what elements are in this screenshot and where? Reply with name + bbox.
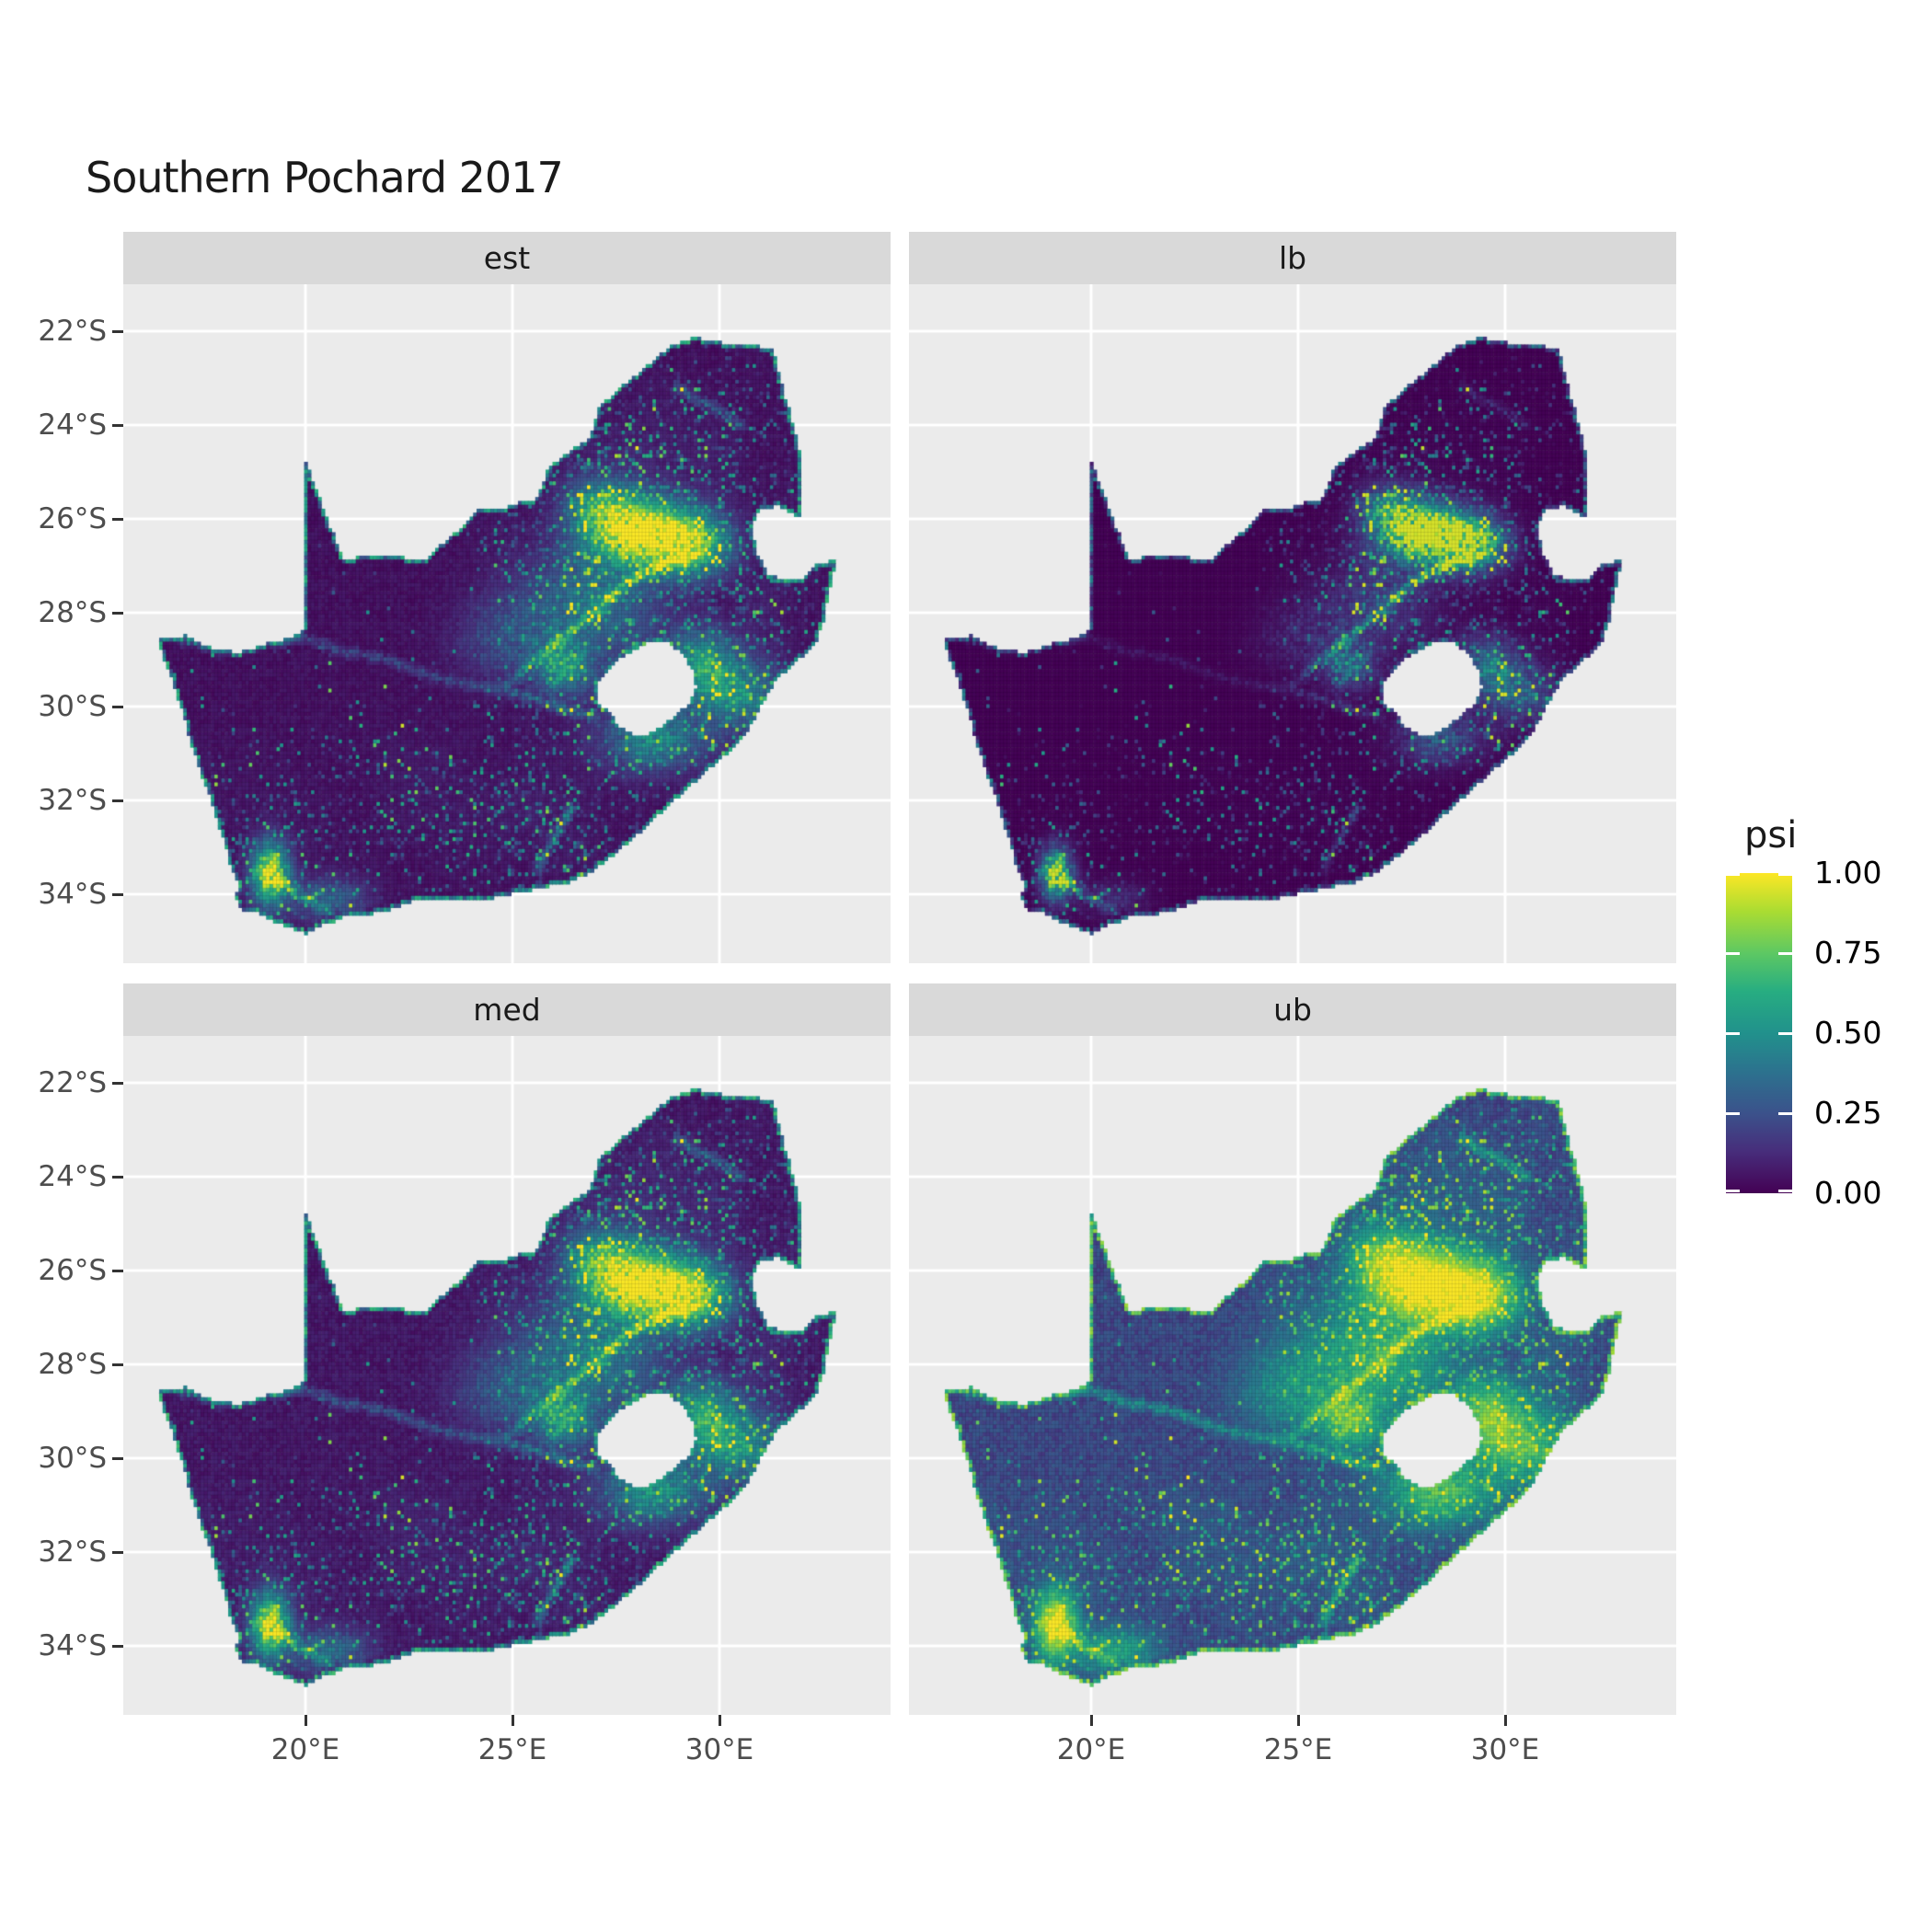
legend-tick-mark	[1778, 1111, 1792, 1115]
y-axis-tick-mark	[112, 1269, 123, 1272]
legend-tick-mark	[1726, 951, 1740, 955]
x-axis-tick-mark	[304, 1715, 307, 1726]
y-axis-tick-label: 34°S	[38, 1629, 107, 1662]
legend-tick-mark	[1778, 1189, 1792, 1192]
y-axis-tick-mark	[112, 1644, 123, 1648]
x-axis-tick-mark	[1089, 1715, 1093, 1726]
map-canvas-lb	[909, 284, 1676, 963]
y-axis-tick-label: 34°S	[38, 878, 107, 911]
x-axis-tick-label: 30°E	[684, 1733, 754, 1766]
legend-tick-label: 0.75	[1814, 935, 1882, 971]
legend-tick-mark	[1726, 1031, 1740, 1035]
facet-strip-label-est: est	[483, 240, 531, 276]
x-axis-tick-mark	[718, 1715, 721, 1726]
legend-tick-mark	[1726, 872, 1740, 876]
y-axis-tick-label: 30°S	[38, 1442, 107, 1475]
legend-title: psi	[1744, 814, 1798, 857]
y-axis-tick-label: 26°S	[38, 1254, 107, 1287]
x-axis-tick-label: 20°E	[270, 1733, 340, 1766]
map-canvas-med	[123, 1036, 891, 1715]
y-axis-tick-mark	[112, 517, 123, 521]
legend-tick-mark	[1726, 1111, 1740, 1115]
x-axis-tick-mark	[511, 1715, 514, 1726]
y-axis-tick-label: 32°S	[38, 1535, 107, 1569]
legend-tick-label: 0.00	[1814, 1175, 1882, 1211]
legend-tick-mark	[1778, 872, 1792, 876]
x-axis-tick-label: 25°E	[1263, 1733, 1333, 1766]
facet-strip-label-lb: lb	[1278, 240, 1307, 276]
legend-tick-label: 1.00	[1814, 855, 1882, 891]
y-axis-tick-label: 22°S	[38, 1066, 107, 1099]
y-axis-tick-mark	[112, 423, 123, 427]
y-axis-tick-mark	[112, 705, 123, 708]
facet-strip-label-med: med	[473, 992, 541, 1028]
plot-title: Southern Pochard 2017	[86, 153, 564, 202]
y-axis-tick-mark	[112, 329, 123, 333]
facet-strip-lb: lb	[909, 232, 1676, 284]
x-axis-tick-label: 30°E	[1470, 1733, 1540, 1766]
y-axis-tick-mark	[112, 1175, 123, 1179]
y-axis-tick-label: 22°S	[38, 315, 107, 348]
y-axis-tick-mark	[112, 1081, 123, 1085]
y-axis-tick-label: 26°S	[38, 502, 107, 535]
legend-tick-mark	[1726, 1189, 1740, 1192]
y-axis-tick-mark	[112, 1550, 123, 1554]
y-axis-tick-label: 24°S	[38, 1160, 107, 1193]
facet-strip-ub: ub	[909, 983, 1676, 1036]
facet-strip-est: est	[123, 232, 891, 284]
map-canvas-ub	[909, 1036, 1676, 1715]
y-axis-tick-label: 30°S	[38, 690, 107, 723]
y-axis-tick-mark	[112, 799, 123, 802]
legend-tick-label: 0.25	[1814, 1095, 1882, 1131]
x-axis-tick-label: 25°E	[477, 1733, 547, 1766]
y-axis-tick-mark	[112, 1363, 123, 1366]
y-axis-tick-mark	[112, 1456, 123, 1460]
x-axis-tick-label: 20°E	[1056, 1733, 1126, 1766]
y-axis-tick-mark	[112, 611, 123, 615]
y-axis-tick-label: 32°S	[38, 784, 107, 817]
y-axis-tick-label: 28°S	[38, 596, 107, 629]
y-axis-tick-label: 28°S	[38, 1348, 107, 1381]
legend-tick-mark	[1778, 1031, 1792, 1035]
y-axis-tick-label: 24°S	[38, 408, 107, 442]
y-axis-tick-mark	[112, 892, 123, 896]
map-canvas-est	[123, 284, 891, 963]
facet-strip-label-ub: ub	[1273, 992, 1312, 1028]
facet-strip-med: med	[123, 983, 891, 1036]
x-axis-tick-mark	[1296, 1715, 1300, 1726]
x-axis-tick-mark	[1503, 1715, 1507, 1726]
legend-tick-label: 0.50	[1814, 1015, 1882, 1051]
legend-tick-mark	[1778, 951, 1792, 955]
